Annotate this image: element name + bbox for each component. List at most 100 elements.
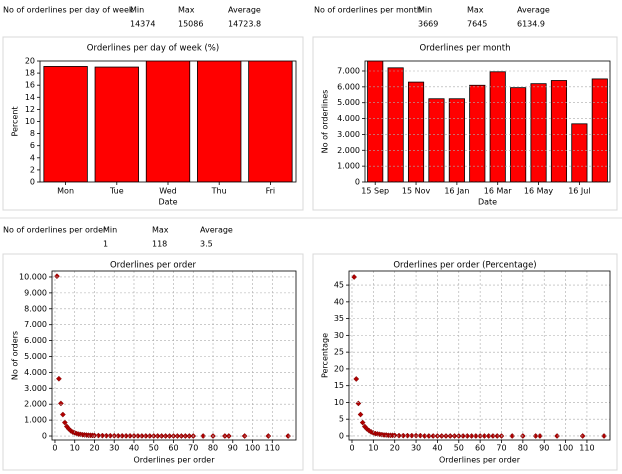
- point: [56, 375, 62, 382]
- x-tick-label: 0: [349, 444, 354, 453]
- plot-area: [349, 271, 610, 440]
- x-tick-label: 50: [149, 444, 159, 453]
- y-tick-label: 12: [25, 105, 35, 114]
- y-tick-label: 10: [334, 398, 344, 407]
- bar: [145, 61, 191, 182]
- plot-area: [52, 271, 296, 440]
- x-tick-label: 40: [129, 444, 139, 453]
- y-tick-label: 0: [30, 178, 35, 187]
- point: [490, 433, 496, 439]
- x-tick-label: 100: [558, 444, 573, 453]
- bar: [469, 84, 486, 182]
- bar: [550, 80, 568, 182]
- stat-header: Min: [418, 6, 432, 15]
- x-tick-label: 16 May: [524, 187, 554, 196]
- y-tick-label: 10: [25, 117, 35, 126]
- point: [537, 433, 543, 439]
- point: [509, 433, 516, 439]
- x-tick-label: Thu: [211, 187, 227, 196]
- x-axis-label: Orderlines per order: [439, 456, 521, 465]
- point: [59, 411, 66, 418]
- y-tick-label: 0: [42, 432, 47, 441]
- x-axis-label: Date: [158, 198, 177, 207]
- y-tick-label: 0: [339, 431, 344, 440]
- x-tick-label: 70: [188, 444, 198, 453]
- point: [408, 432, 415, 439]
- point: [421, 433, 428, 439]
- point: [460, 433, 466, 439]
- y-tick-label: 2.000: [24, 400, 47, 409]
- y-tick-label: 45: [334, 281, 344, 290]
- x-tick-label: 20: [390, 444, 400, 453]
- stat-header: Max: [178, 6, 195, 15]
- y-tick-label: 8: [30, 129, 35, 138]
- stat-label: No of orderlines per month: [314, 6, 422, 15]
- point: [359, 419, 366, 426]
- x-tick-label: Tue: [109, 187, 124, 196]
- bar: [197, 61, 242, 182]
- stat-header: Min: [103, 226, 117, 235]
- marks: [43, 61, 293, 182]
- y-tick-label: 1.000: [24, 416, 47, 425]
- stat-header: Max: [152, 226, 169, 235]
- y-tick-label: 6: [30, 141, 35, 150]
- x-tick-label: 80: [208, 444, 218, 453]
- x-tick-label: 20: [89, 444, 99, 453]
- y-tick-label: 40: [334, 297, 344, 306]
- y-tick-label: 6.000: [24, 336, 47, 345]
- point: [127, 433, 133, 439]
- stat-value: 3.5: [200, 240, 213, 249]
- bar: [248, 61, 293, 182]
- x-tick-label: 110: [579, 444, 594, 453]
- plot-area: [365, 61, 610, 182]
- point: [464, 433, 471, 439]
- y-tick-label: 4.000: [337, 114, 360, 123]
- point: [123, 432, 129, 439]
- bar: [367, 61, 384, 182]
- y-tick-label: 35: [334, 314, 344, 323]
- x-tick-label: 110: [265, 444, 280, 453]
- x-tick-label: Wed: [159, 187, 176, 196]
- stat-value: 14374: [130, 20, 155, 29]
- point: [532, 433, 539, 439]
- stat-value: 15086: [178, 20, 203, 29]
- x-tick-label: 0: [52, 444, 57, 453]
- chart-title: Orderlines per month: [419, 44, 510, 54]
- point: [468, 433, 475, 439]
- y-tick-label: 5.000: [24, 352, 47, 361]
- plot-border: [51, 270, 297, 441]
- bar: [489, 71, 506, 182]
- y-tick-label: 2: [30, 165, 35, 174]
- y-tick-label: 3.000: [24, 384, 47, 393]
- x-tick-label: 30: [109, 444, 119, 453]
- point: [99, 432, 106, 439]
- x-tick-label: 15 Nov: [402, 187, 431, 196]
- x-tick-label: 10: [70, 444, 80, 453]
- stat-header: Max: [467, 6, 484, 15]
- y-tick-label: 7.000: [24, 320, 47, 329]
- y-tick-label: 6.000: [337, 82, 360, 91]
- x-axis-label: Orderlines per order: [133, 456, 215, 465]
- point: [115, 432, 122, 439]
- x-tick-label: 16 Jan: [444, 187, 469, 196]
- chart-title: Orderlines per day of week (%): [87, 44, 219, 54]
- point: [404, 432, 411, 439]
- x-tick-label: 30: [411, 444, 421, 453]
- x-tick-label: Mon: [57, 187, 74, 196]
- point: [353, 376, 360, 382]
- point: [119, 432, 126, 439]
- x-tick-label: 80: [518, 444, 528, 453]
- y-tick-label: 30: [334, 331, 344, 340]
- bar: [428, 98, 445, 182]
- x-tick-label: 60: [475, 444, 485, 453]
- x-tick-label: 90: [539, 444, 549, 453]
- x-tick-label: 60: [168, 444, 178, 453]
- y-axis-label: No of orders: [11, 331, 20, 380]
- stat-value: 1: [103, 240, 108, 249]
- y-tick-label: 25: [334, 348, 344, 357]
- bar: [510, 87, 527, 182]
- stat-label: No of orderlines per day of week: [3, 6, 134, 15]
- x-tick-label: 40: [432, 444, 442, 453]
- x-tick-label: 50: [454, 444, 464, 453]
